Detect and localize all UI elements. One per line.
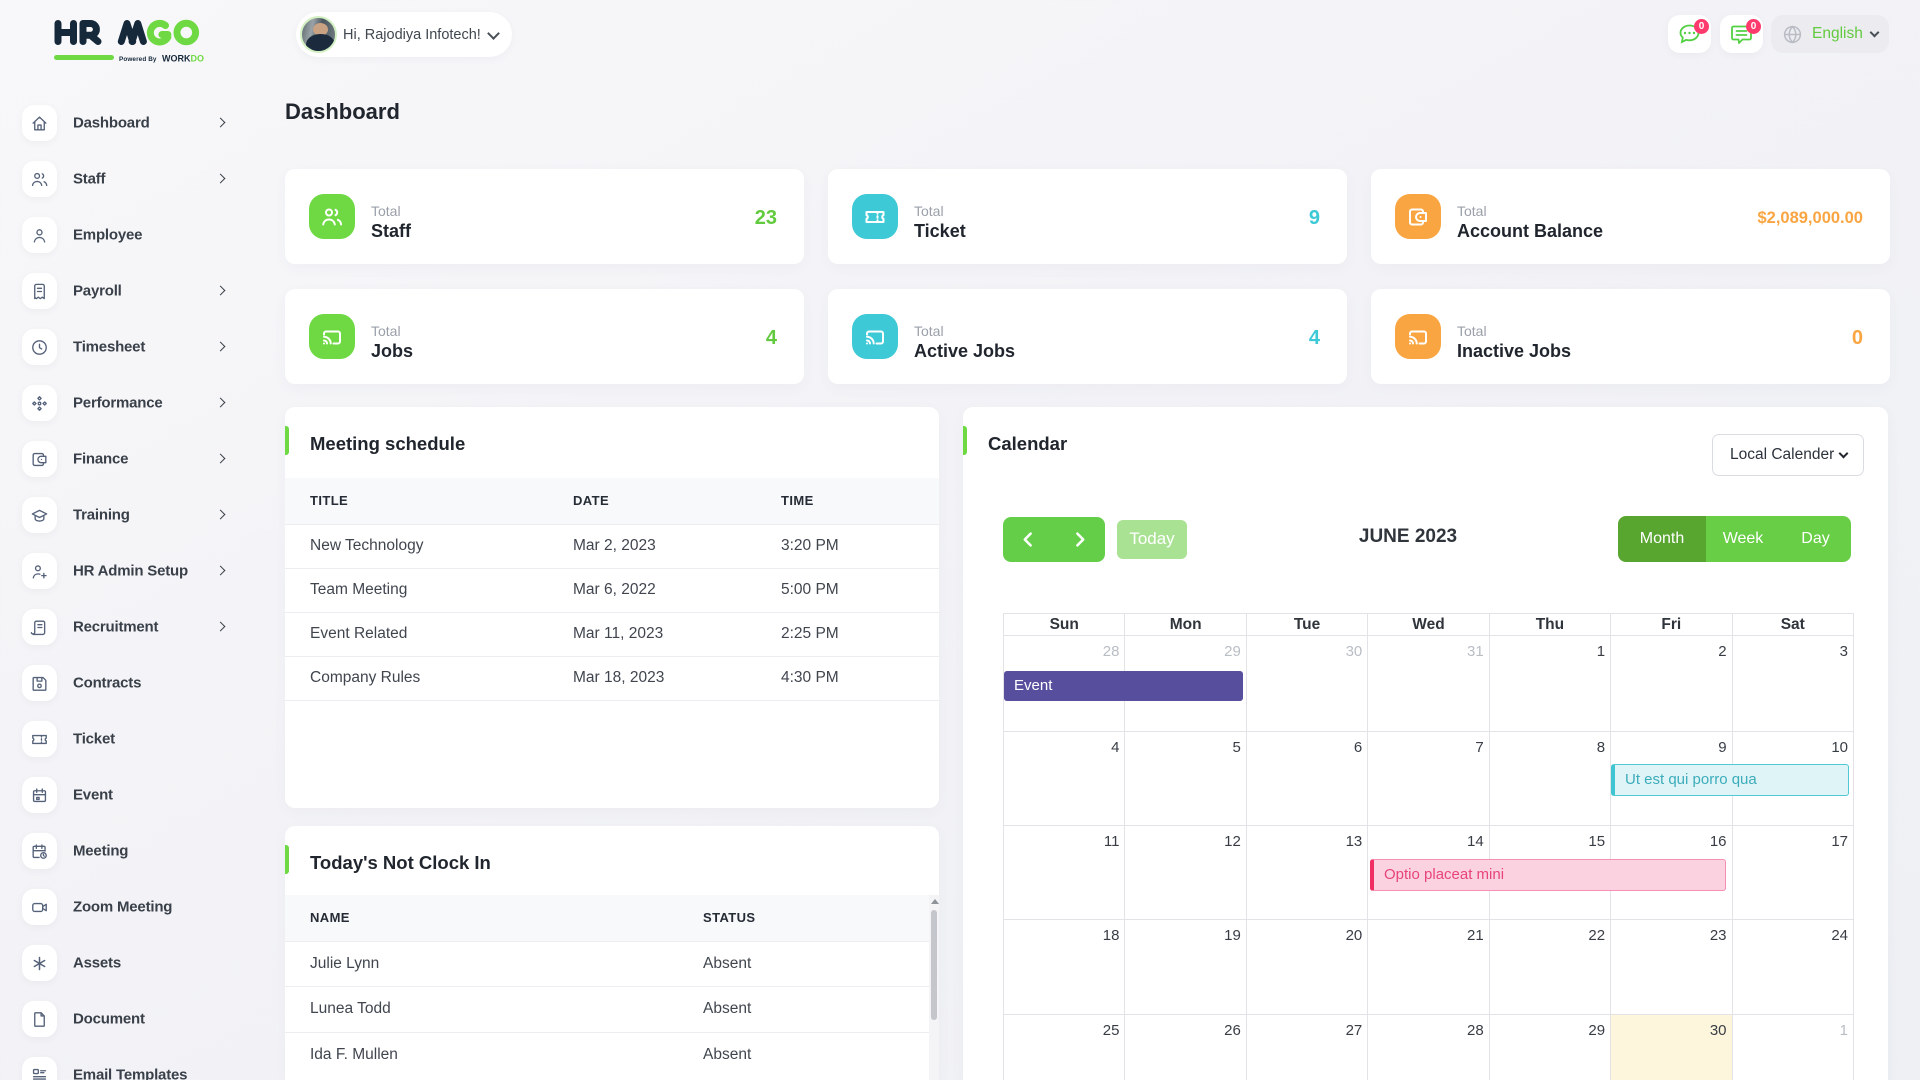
svg-text:WORKDO: WORKDO: [162, 54, 204, 64]
svg-text:Powered By: Powered By: [119, 56, 157, 63]
